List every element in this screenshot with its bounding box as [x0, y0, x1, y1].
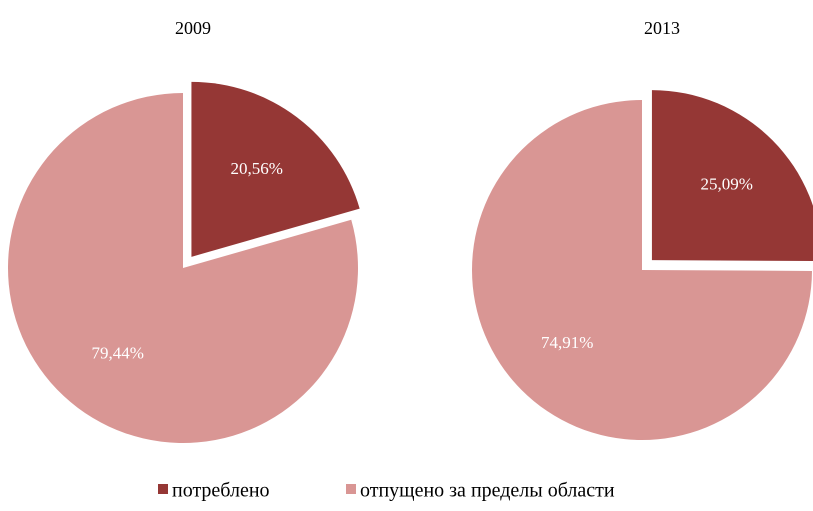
- data-label: 25,09%: [700, 175, 752, 194]
- pie-slice: [8, 93, 359, 443]
- pie-slice: [471, 100, 812, 440]
- pie-slice: [191, 81, 360, 257]
- legend-swatch: [158, 484, 168, 494]
- legend-label: потреблено: [172, 480, 270, 502]
- chart-title: 2009: [175, 18, 211, 38]
- chart-title: 2013: [644, 18, 680, 38]
- legend-swatch: [346, 484, 356, 494]
- data-label: 74,91%: [541, 333, 593, 352]
- legend-label: отпущено за пределы области: [360, 480, 615, 502]
- data-label: 20,56%: [231, 159, 283, 178]
- pie-slice: [651, 90, 813, 262]
- data-label: 79,44%: [91, 344, 143, 363]
